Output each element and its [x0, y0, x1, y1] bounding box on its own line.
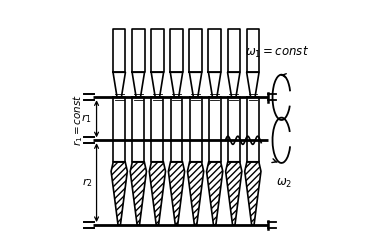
Polygon shape — [151, 97, 163, 162]
Polygon shape — [247, 72, 259, 97]
Polygon shape — [132, 97, 144, 162]
Polygon shape — [247, 29, 259, 72]
Polygon shape — [149, 162, 166, 225]
Polygon shape — [247, 97, 259, 162]
Polygon shape — [187, 162, 204, 225]
Polygon shape — [151, 29, 164, 72]
Polygon shape — [170, 97, 182, 162]
Polygon shape — [226, 162, 242, 225]
Polygon shape — [132, 72, 144, 97]
Polygon shape — [189, 29, 202, 72]
Polygon shape — [228, 72, 240, 97]
Polygon shape — [168, 162, 185, 225]
Polygon shape — [189, 72, 202, 97]
Polygon shape — [111, 162, 127, 225]
Polygon shape — [130, 162, 146, 225]
Polygon shape — [209, 29, 221, 72]
Polygon shape — [209, 72, 221, 97]
Text: $r_1 = const$: $r_1 = const$ — [71, 94, 85, 146]
Polygon shape — [190, 97, 202, 162]
Polygon shape — [170, 72, 183, 97]
Polygon shape — [170, 29, 183, 72]
Polygon shape — [113, 29, 126, 72]
Polygon shape — [228, 29, 240, 72]
Text: $\omega_2$: $\omega_2$ — [276, 177, 292, 190]
Polygon shape — [228, 97, 240, 162]
Polygon shape — [132, 29, 144, 72]
Text: $r_1$: $r_1$ — [81, 112, 92, 125]
Polygon shape — [113, 72, 126, 97]
Polygon shape — [209, 97, 221, 162]
Polygon shape — [151, 72, 164, 97]
Polygon shape — [113, 97, 125, 162]
Text: $\omega_1 = const$: $\omega_1 = const$ — [245, 45, 309, 60]
Polygon shape — [207, 162, 223, 225]
Polygon shape — [245, 162, 261, 225]
Text: $r_2$: $r_2$ — [81, 176, 92, 189]
